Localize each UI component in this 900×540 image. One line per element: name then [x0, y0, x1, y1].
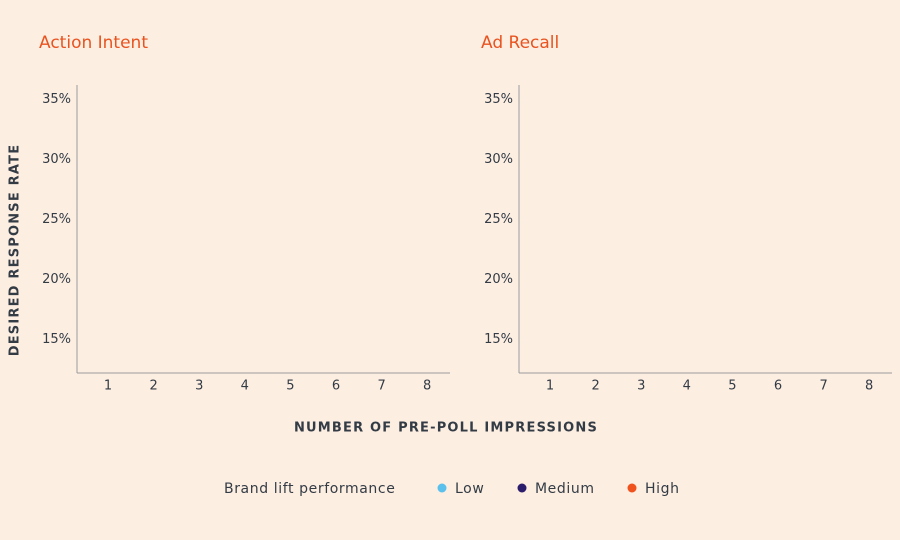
legend-title: Brand lift performance	[224, 481, 395, 497]
x-tick-label: 4	[683, 379, 691, 394]
x-tick-label: 5	[286, 379, 294, 394]
y-tick-label: 20%	[42, 272, 71, 287]
y-tick-label: 15%	[484, 332, 513, 347]
x-tick-label: 7	[819, 379, 827, 394]
x-tick-label: 3	[637, 379, 645, 394]
y-tick-label: 30%	[42, 152, 71, 167]
x-tick-label: 6	[774, 379, 782, 394]
y-tick-label: 15%	[42, 332, 71, 347]
x-tick-label: 6	[332, 379, 340, 394]
y-tick-label: 25%	[42, 212, 71, 227]
x-tick-label: 8	[423, 379, 431, 394]
y-tick-label: 20%	[484, 272, 513, 287]
legend-label: Medium	[535, 481, 595, 497]
chart-title: Action Intent	[39, 33, 148, 53]
x-tick-label: 5	[728, 379, 736, 394]
x-axis-label: NUMBER OF PRE-POLL IMPRESSIONS	[294, 421, 598, 436]
y-tick-label: 25%	[484, 212, 513, 227]
y-axis-label: DESIRED RESPONSE RATE	[8, 144, 23, 357]
x-tick-label: 7	[377, 379, 385, 394]
legend-marker	[627, 483, 637, 493]
legend-marker	[437, 483, 447, 493]
chart-title: Ad Recall	[481, 33, 559, 53]
y-tick-label: 35%	[42, 92, 71, 107]
x-tick-label: 2	[149, 379, 157, 394]
legend-label: Low	[455, 481, 484, 497]
legend-label: High	[645, 481, 680, 497]
x-tick-label: 8	[865, 379, 873, 394]
y-tick-label: 35%	[484, 92, 513, 107]
x-tick-label: 2	[591, 379, 599, 394]
legend-marker	[517, 483, 527, 493]
y-tick-label: 30%	[484, 152, 513, 167]
x-tick-label: 1	[104, 379, 112, 394]
x-tick-label: 4	[241, 379, 249, 394]
x-tick-label: 1	[546, 379, 554, 394]
x-tick-label: 3	[195, 379, 203, 394]
